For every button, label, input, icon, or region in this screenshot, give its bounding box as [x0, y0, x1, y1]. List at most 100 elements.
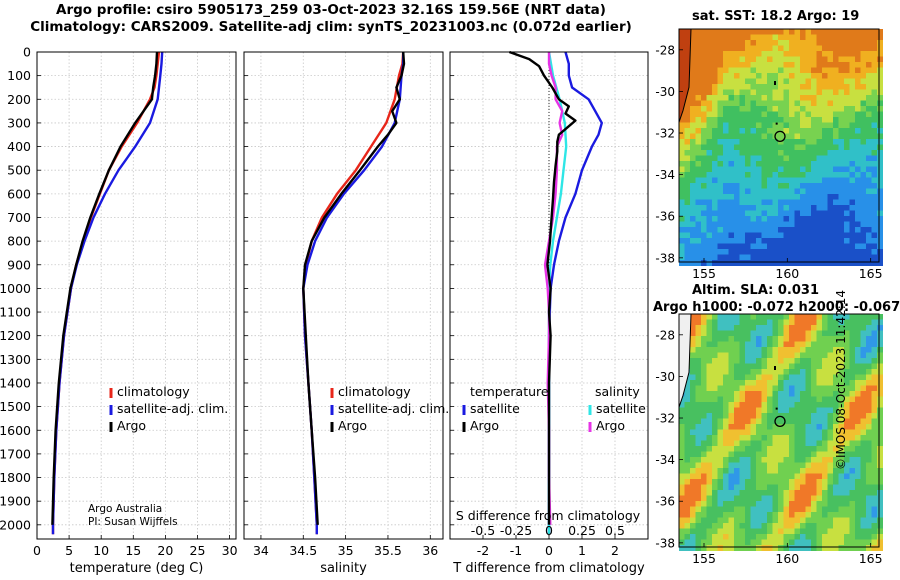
s-tick-label: 0.5 — [605, 523, 625, 538]
plot-area-2 — [244, 52, 443, 539]
legend-diff-s-sat-label: satellite — [596, 401, 646, 416]
figure-title-line2: Climatology: CARS2009. Satellite-adj cli… — [30, 19, 632, 35]
depth-tick-label: 1300 — [0, 352, 31, 367]
annotation-pi: PI: Susan Wijffels — [88, 516, 178, 528]
sst-map-frame — [678, 28, 880, 263]
sst-argo-marker — [774, 130, 786, 142]
depth-tick-label: 300 — [7, 115, 31, 130]
s-tick-label: 0.25 — [568, 523, 596, 538]
legend-sal-1-label: satellite-adj. clim. — [338, 401, 449, 416]
s-tick-label: -0.25 — [500, 523, 532, 538]
s-tick-label: 0 — [545, 523, 553, 538]
x-tick-label: 10 — [93, 543, 109, 558]
lat-tick-label: -36 — [655, 210, 675, 224]
depth-tick-label: 400 — [7, 139, 31, 154]
legend-t-title: temperature — [470, 384, 549, 399]
plot-frame-3 — [449, 51, 649, 540]
x-tick-label: 1 — [578, 543, 586, 558]
legend-diff-s-argo-label: Argo — [596, 418, 625, 433]
depth-tick-label: 1000 — [0, 281, 31, 296]
depth-tick-label: 2000 — [0, 517, 31, 532]
plot-frame-2 — [243, 51, 444, 540]
lon-tick-label: 155 — [692, 551, 716, 566]
sla-map-frame — [678, 313, 880, 548]
sla-trajectory-dot — [775, 407, 778, 410]
depth-tick-label: 1900 — [0, 494, 31, 509]
legend-diff-t-sat-label: satellite — [470, 401, 520, 416]
sla-map-title-line1: Altim. SLA: 0.031 — [692, 283, 819, 298]
depth-tick-label: 200 — [7, 92, 31, 107]
legend-temp-1-label: satellite-adj. clim. — [117, 401, 228, 416]
lat-tick-label: -32 — [655, 127, 675, 141]
lat-tick-label: -38 — [655, 251, 675, 265]
legend-sal-2-label: Argo — [338, 418, 367, 433]
lat-tick-label: -34 — [655, 168, 675, 182]
x-tick-label: 36 — [422, 543, 438, 558]
depth-tick-label: 1500 — [0, 399, 31, 414]
lon-tick-label: 155 — [692, 266, 716, 281]
lon-tick-label: 165 — [859, 266, 883, 281]
depth-tick-label: 0 — [23, 45, 31, 60]
depth-tick-label: 1400 — [0, 375, 31, 390]
x-axis-label: temperature (deg C) — [70, 561, 204, 576]
lon-tick-label: 165 — [859, 551, 883, 566]
lat-tick-label: -34 — [655, 453, 675, 467]
sst-map-title: sat. SST: 18.2 Argo: 19 — [692, 9, 860, 24]
depth-tick-label: 500 — [7, 163, 31, 178]
plot-frame-1 — [36, 51, 237, 540]
sla-trajectory-dot — [774, 366, 776, 371]
x-tick-label: 0 — [545, 543, 553, 558]
sla-argo-marker — [774, 415, 786, 427]
legend-s-title: salinity — [595, 384, 640, 399]
series-line-t-argo — [508, 50, 577, 525]
lat-tick-label: -28 — [655, 328, 675, 342]
x-axis-label: salinity — [320, 561, 367, 576]
x-tick-label: 30 — [222, 543, 238, 558]
legend-temp-2-label: Argo — [117, 418, 146, 433]
x-tick-label: 2 — [611, 543, 619, 558]
lat-tick-label: -38 — [655, 536, 675, 550]
figure-title-line1: Argo profile: csiro 5905173_259 03-Oct-2… — [56, 2, 606, 18]
lon-tick-label: 160 — [775, 266, 799, 281]
depth-tick-label: 1200 — [0, 328, 31, 343]
series-line-argo — [51, 51, 159, 525]
x-tick-label: 35.5 — [374, 543, 402, 558]
x-tick-label: 5 — [65, 543, 73, 558]
x-tick-label: 0 — [33, 543, 41, 558]
depth-tick-label: 1100 — [0, 305, 31, 320]
depth-tick-label: 600 — [7, 186, 31, 201]
lat-tick-label: -28 — [655, 43, 675, 57]
annotation-institution: Argo Australia — [88, 503, 162, 515]
depth-tick-label: 900 — [7, 257, 31, 272]
copyright-label: ©IMOS 08-Oct-2023 11:42:14 — [834, 289, 848, 470]
s-axis-label: S difference from climatology — [456, 508, 641, 523]
x-tick-label: 20 — [157, 543, 173, 558]
lon-tick-label: 160 — [775, 551, 799, 566]
series-line-argo — [302, 51, 406, 525]
x-tick-label: 35 — [338, 543, 354, 558]
lat-tick-label: -30 — [655, 85, 675, 99]
sst-trajectory-dot — [774, 81, 776, 86]
s-tick-label: -0.5 — [471, 523, 495, 538]
x-tick-label: 25 — [190, 543, 206, 558]
x-tick-label: 15 — [125, 543, 141, 558]
depth-tick-label: 1800 — [0, 470, 31, 485]
depth-tick-label: 100 — [7, 68, 31, 83]
x-axis-label: T difference from climatology — [452, 561, 645, 576]
sst-trajectory-dot — [775, 122, 778, 125]
sla-map-grid — [679, 314, 883, 551]
depth-tick-label: 700 — [7, 210, 31, 225]
x-tick-label: -1 — [510, 543, 522, 558]
lat-tick-label: -36 — [655, 495, 675, 509]
depth-tick-label: 1600 — [0, 423, 31, 438]
sst-map-grid — [679, 29, 883, 266]
x-tick-label: -2 — [477, 543, 489, 558]
lat-tick-label: -30 — [655, 370, 675, 384]
x-tick-label: 34 — [253, 543, 269, 558]
depth-tick-label: 800 — [7, 234, 31, 249]
legend-temp-0-label: climatology — [117, 384, 190, 399]
legend-sal-0-label: climatology — [338, 384, 411, 399]
lat-tick-label: -32 — [655, 412, 675, 426]
x-tick-label: 34.5 — [289, 543, 317, 558]
